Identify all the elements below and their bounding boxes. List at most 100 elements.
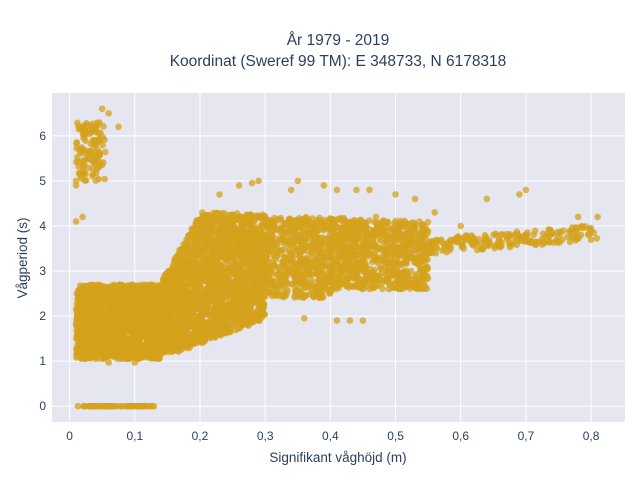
data-point	[202, 286, 210, 294]
data-point	[89, 170, 97, 178]
data-point	[118, 402, 126, 410]
data-point	[196, 279, 204, 286]
data-point	[81, 339, 89, 347]
data-point	[238, 308, 245, 315]
data-point	[85, 155, 92, 162]
data-point	[223, 224, 231, 232]
data-point	[102, 148, 109, 156]
data-point	[116, 347, 123, 355]
data-point	[196, 218, 204, 225]
data-point	[79, 166, 87, 173]
data-point	[241, 237, 248, 245]
data-point	[220, 253, 227, 261]
data-point	[106, 296, 113, 303]
data-point	[207, 276, 215, 284]
data-point	[117, 295, 124, 303]
data-point	[211, 212, 218, 219]
data-point	[95, 136, 103, 144]
data-point	[240, 287, 248, 294]
data-point	[212, 271, 219, 278]
data-point	[219, 267, 226, 274]
data-point	[150, 281, 157, 289]
data-point	[249, 242, 256, 249]
data-point	[175, 347, 182, 355]
data-point	[221, 234, 228, 241]
data-point	[90, 296, 98, 303]
data-point	[181, 298, 188, 305]
data-point	[127, 308, 134, 315]
data-point	[92, 319, 99, 326]
data-point	[211, 253, 219, 261]
data-point	[239, 319, 247, 327]
data-point	[204, 211, 212, 219]
data-point	[189, 251, 196, 258]
data-point	[201, 238, 208, 245]
data-point	[136, 329, 143, 337]
data-point	[217, 221, 224, 228]
data-point	[101, 341, 109, 348]
data-point	[84, 149, 92, 157]
data-point	[99, 355, 106, 362]
data-point	[219, 303, 226, 311]
data-point	[106, 402, 114, 410]
data-point	[73, 290, 81, 298]
data-point	[123, 288, 130, 295]
data-point	[192, 305, 199, 313]
data-point	[177, 288, 184, 295]
data-point	[175, 301, 183, 309]
data-point	[160, 276, 167, 283]
data-point	[178, 276, 186, 283]
data-point	[227, 311, 234, 319]
data-point	[185, 244, 193, 252]
data-point	[200, 336, 207, 344]
data-point	[215, 285, 222, 292]
data-point	[206, 271, 213, 279]
data-point	[190, 319, 197, 327]
data-point	[242, 271, 249, 279]
data-point	[235, 279, 243, 287]
data-point	[91, 324, 99, 331]
data-point	[209, 285, 216, 292]
data-point	[196, 262, 204, 270]
data-point	[225, 275, 233, 282]
data-point	[82, 318, 89, 325]
data-point	[146, 402, 154, 410]
data-point	[78, 302, 86, 310]
data-point	[206, 334, 214, 342]
data-point	[107, 342, 114, 350]
data-point	[205, 253, 213, 261]
data-point	[74, 328, 81, 336]
data-point	[142, 295, 149, 303]
data-point	[255, 315, 262, 322]
data-point	[191, 280, 199, 287]
data-point	[169, 297, 177, 304]
data-point	[169, 262, 177, 269]
data-point	[259, 301, 267, 308]
data-point	[165, 279, 172, 287]
data-point	[92, 123, 100, 130]
data-point	[224, 265, 232, 273]
data-point	[139, 402, 146, 410]
data-point	[87, 320, 94, 327]
data-point	[172, 269, 180, 276]
data-point	[179, 270, 186, 278]
data-point	[245, 322, 252, 329]
data-point	[213, 325, 221, 333]
data-point	[186, 338, 194, 346]
data-point	[103, 307, 110, 314]
data-point	[209, 248, 216, 256]
data-point	[121, 306, 128, 313]
data-point	[220, 279, 227, 286]
data-point	[253, 255, 261, 262]
data-point	[135, 339, 143, 347]
data-point	[215, 228, 223, 236]
data-point	[171, 309, 179, 316]
data-point	[171, 276, 178, 284]
data-point	[185, 232, 192, 239]
data-point	[166, 326, 173, 333]
data-point	[135, 285, 143, 292]
data-point	[182, 314, 189, 322]
data-point	[222, 294, 229, 302]
